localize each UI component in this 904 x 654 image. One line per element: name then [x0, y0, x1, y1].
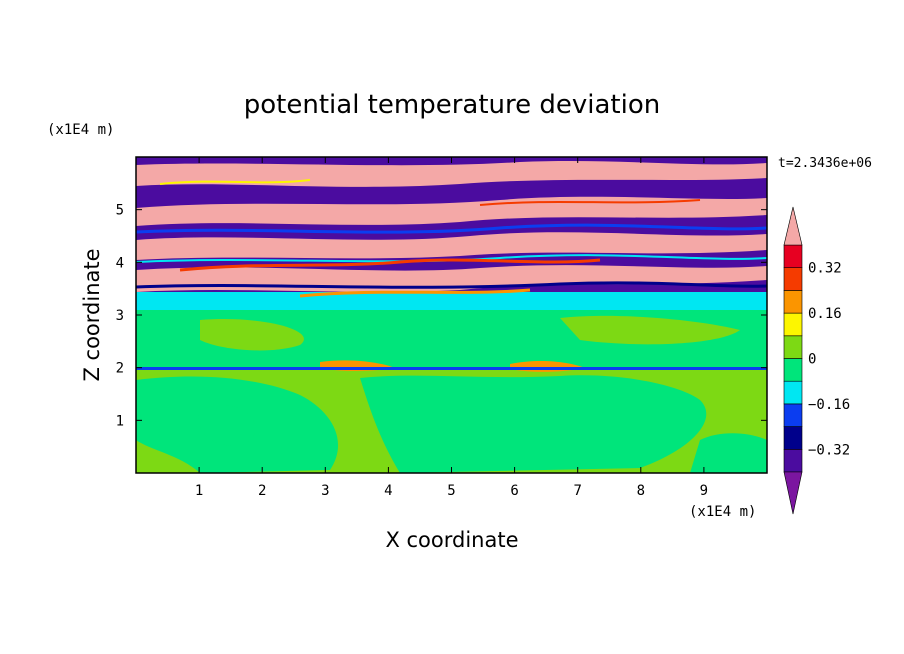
- y-axis-label: Z coordinate: [80, 248, 104, 381]
- colorbar-segment: [783, 403, 803, 427]
- colorbar-label: 0.16: [808, 306, 842, 322]
- y-tick-label: 5: [116, 203, 124, 219]
- field-lower-patch: [690, 433, 767, 473]
- field-lower-patch: [360, 375, 707, 473]
- colorbar-segment: [783, 267, 803, 291]
- colorbar-segment: [783, 290, 803, 314]
- upper-hot-streak: [179, 258, 601, 272]
- x-tick-label: 4: [384, 483, 392, 499]
- x-axis-label: X coordinate: [385, 528, 518, 552]
- field-mid-patch: [560, 315, 740, 345]
- field-lower-patch: [198, 405, 256, 446]
- upper-cold-line: [136, 281, 767, 289]
- chart-title: potential temperature deviation: [244, 90, 660, 120]
- y-tick-label: 3: [116, 308, 124, 324]
- field-mid-patch: [200, 319, 304, 351]
- field-mid-band: [136, 292, 767, 310]
- colorbar: 0.32 0.16 0 −0.16 −0.32: [783, 206, 850, 515]
- colorbar-extend-high: [783, 206, 803, 246]
- upper-warm-band: [136, 232, 767, 260]
- colorbar-label: 0: [808, 352, 816, 368]
- field-mid-cold: [136, 367, 767, 370]
- colorbar-label: −0.32: [808, 442, 850, 458]
- upper-warm-band: [136, 196, 767, 226]
- x-unit-label: (x1E4 m): [689, 504, 756, 520]
- x-tick-label: 7: [573, 483, 581, 499]
- x-axis: 1 2 3 4 5 6 7 8 9: [195, 157, 708, 499]
- upper-hot-streak: [479, 199, 701, 206]
- y-axis: 1 2 3 4 5: [116, 203, 767, 429]
- y-tick-label: 2: [116, 361, 124, 377]
- colorbar-segment: [783, 244, 803, 269]
- x-tick-label: 6: [510, 483, 518, 499]
- colorbar-label: 0.32: [808, 261, 842, 277]
- y-tick-label: 1: [116, 413, 124, 429]
- colorbar-segment: [783, 312, 803, 337]
- time-label: t=2.3436e+06: [778, 156, 872, 171]
- x-tick-label: 8: [637, 483, 645, 499]
- colorbar-extend-low: [783, 471, 803, 515]
- x-tick-label: 2: [258, 483, 266, 499]
- upper-cold-line: [136, 223, 767, 234]
- y-tick-label: 4: [116, 255, 124, 271]
- x-tick-label: 1: [195, 483, 203, 499]
- colorbar-segment: [783, 448, 803, 473]
- x-tick-label: 5: [447, 483, 455, 499]
- colorbar-segment: [783, 426, 803, 450]
- upper-hot-streak: [299, 288, 531, 298]
- colorbar-segment: [783, 335, 803, 359]
- heatmap-plot: [136, 157, 767, 473]
- upper-warm-band: [136, 161, 767, 187]
- colorbar-segment: [783, 358, 803, 382]
- x-tick-label: 3: [321, 483, 329, 499]
- upper-hot-streak: [159, 179, 311, 185]
- y-unit-label: (x1E4 m): [47, 122, 114, 138]
- colorbar-segment: [783, 380, 803, 405]
- colorbar-label: −0.16: [808, 397, 850, 413]
- upper-cold-line: [136, 254, 767, 263]
- x-tick-label: 9: [700, 483, 708, 499]
